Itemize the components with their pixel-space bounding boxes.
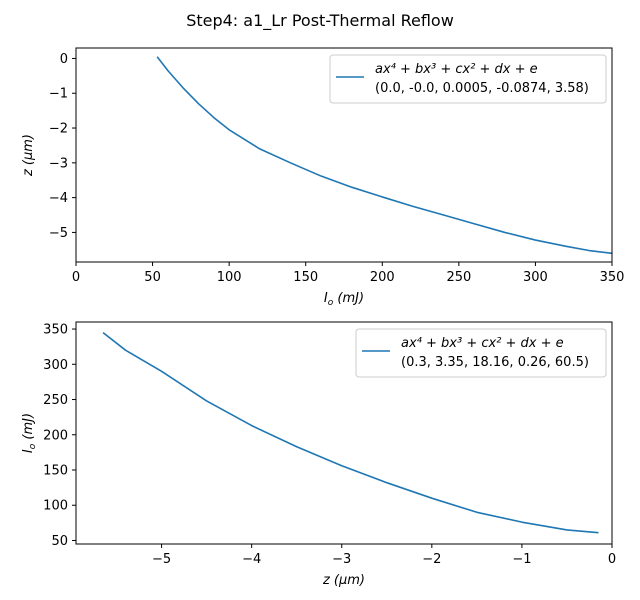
figure-title: Step4: a1_Lr Post-Thermal Reflow (186, 11, 454, 31)
x-tick-label: −3 (332, 552, 351, 567)
axis-label-unit: (μm) (21, 134, 36, 169)
y-tick-label: −1 (49, 87, 68, 102)
x-axis-label: z (μm) (322, 573, 365, 588)
x-tick-label: 50 (144, 270, 161, 285)
x-tick-label: −4 (242, 552, 261, 567)
x-tick-label: −5 (152, 552, 171, 567)
y-axis-label: Io (mJ) (21, 413, 38, 453)
y-tick-label: 0 (60, 52, 68, 67)
y-tick-label: −2 (49, 122, 68, 137)
legend-formula: ax⁴ + bx³ + cx² + dx + e (401, 336, 564, 351)
series-line-0 (102, 331, 599, 534)
y-tick-label: 250 (43, 393, 68, 408)
x-tick-label: 150 (293, 270, 318, 285)
x-tick-label: 300 (523, 270, 548, 285)
axis-label-symbol: I (324, 291, 328, 306)
bottom-chart: −5 −4 −3 −2 −1 0 50 100 150 200 250 300 350 z (μm) Io … (21, 321, 616, 588)
axis-label-symbol: z (21, 168, 36, 177)
y-tick-label: 350 (43, 323, 68, 338)
y-tick-label: 100 (43, 499, 68, 514)
plot-frame (75, 47, 613, 263)
x-axis-label: Io (mJ) (324, 291, 364, 308)
x-tick-label: 250 (446, 270, 471, 285)
axis-label-subscript: o (28, 443, 38, 449)
axis-label-unit: (μm) (330, 573, 365, 588)
axis-label-symbol: I (21, 449, 36, 453)
y-tick-label: −4 (49, 191, 68, 206)
series-line-0 (156, 56, 613, 255)
legend-box (355, 328, 607, 378)
x-tick-label: 200 (370, 270, 395, 285)
legend: ax⁴ + bx³ + cx² + dx + e (0.3, 3.35, 18.1… (355, 328, 607, 378)
x-tick-label: 0 (72, 270, 80, 285)
legend: ax⁴ + bx³ + cx² + dx + e (0.0, -0.0, 0.00… (329, 54, 607, 104)
axis-label-subscript: o (328, 298, 334, 308)
axis-label-unit: (mJ) (333, 291, 364, 306)
legend-formula: ax⁴ + bx³ + cx² + dx + e (375, 62, 538, 77)
x-tick-label: 0 (608, 552, 616, 567)
y-tick-label: −3 (49, 156, 68, 171)
legend-params: (0.3, 3.35, 18.16, 0.26, 60.5) (401, 355, 589, 370)
x-tick-label: 350 (600, 270, 625, 285)
y-tick-label: 150 (43, 464, 68, 479)
top-chart: 0 50 100 150 200 250 300 350 −5 −4 −3 −2 −1 0 Io (mJ) z… (21, 47, 625, 308)
y-tick-label: 300 (43, 358, 68, 373)
plot-frame (75, 321, 613, 545)
axis-label-unit: (mJ) (21, 413, 36, 444)
y-axis-label: z (μm) (21, 134, 36, 177)
legend-params: (0.0, -0.0, 0.0005, -0.0874, 3.58) (375, 81, 589, 96)
legend-box (329, 54, 607, 104)
x-tick-label: −1 (512, 552, 531, 567)
axis-label-symbol: z (322, 573, 331, 588)
x-tick-label: 100 (217, 270, 242, 285)
x-tick-label: −2 (422, 552, 441, 567)
y-tick-label: −5 (49, 226, 68, 241)
y-tick-label: 50 (51, 534, 68, 549)
y-tick-label: 200 (43, 428, 68, 443)
